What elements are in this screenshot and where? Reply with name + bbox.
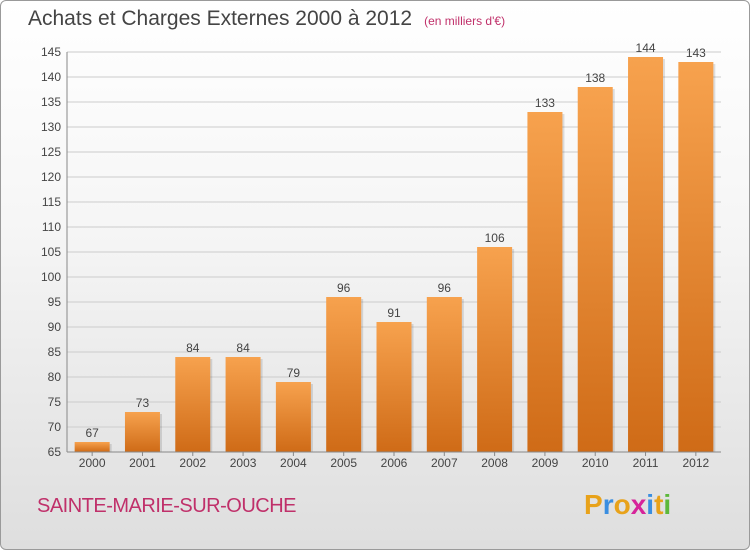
bar — [527, 112, 563, 452]
y-tick-label: 120 — [41, 170, 61, 184]
x-tick-label: 2011 — [633, 456, 659, 470]
bar-value-label: 79 — [287, 366, 301, 380]
bar-value-label: 96 — [337, 281, 351, 295]
logo-letter: o — [613, 489, 631, 520]
bar-value-label: 138 — [585, 71, 605, 85]
y-tick-label: 65 — [48, 445, 62, 459]
x-tick-label: 2012 — [682, 456, 709, 470]
y-tick-label: 140 — [41, 70, 61, 84]
bar — [477, 247, 513, 452]
bar — [124, 412, 160, 452]
bar — [275, 382, 311, 452]
bar — [426, 297, 462, 452]
logo-letter: P — [584, 489, 603, 520]
bar-value-label: 144 — [636, 41, 656, 55]
y-tick-label: 135 — [41, 95, 61, 109]
y-tick-label: 80 — [48, 370, 62, 384]
bar-value-label: 84 — [186, 341, 200, 355]
y-tick-label: 90 — [48, 320, 62, 334]
bar-value-label: 143 — [686, 46, 706, 60]
x-tick-label: 2001 — [129, 456, 156, 470]
y-tick-label: 85 — [48, 345, 62, 359]
y-tick-label: 75 — [48, 395, 62, 409]
x-tick-label: 2000 — [79, 456, 106, 470]
bar — [74, 442, 110, 452]
chart-subtitle: (en milliers d'€) — [424, 14, 506, 28]
bar-value-label: 84 — [236, 341, 250, 355]
x-tick-label: 2010 — [582, 456, 609, 470]
logo-letter: i — [663, 489, 672, 520]
bar — [628, 57, 664, 452]
y-tick-label: 100 — [41, 270, 61, 284]
y-tick-label: 105 — [41, 245, 61, 259]
y-tick-label: 145 — [41, 45, 61, 59]
bar-value-label: 106 — [485, 231, 505, 245]
bar-value-label: 96 — [438, 281, 452, 295]
bar — [577, 87, 613, 452]
x-tick-label: 2002 — [179, 456, 206, 470]
chart-title: Achats et Charges Externes 2000 à 2012 (e… — [28, 7, 505, 31]
y-tick-label: 95 — [48, 295, 62, 309]
bar — [376, 322, 412, 452]
axes: 65 70 75 80 85 90 95 100 105 110 115 120 125 130 135 14… — [41, 45, 721, 470]
bar-value-label: 67 — [85, 426, 99, 440]
x-tick-label: 2008 — [481, 456, 508, 470]
logo-letter: r — [602, 489, 614, 520]
bar — [175, 357, 211, 452]
proxiti-logo[interactable]: Proxiti — [584, 489, 671, 521]
bar-value-label: 73 — [136, 396, 150, 410]
chart-title-text: Achats et Charges Externes 2000 à 2012 — [28, 7, 413, 30]
x-tick-label: 2006 — [381, 456, 408, 470]
y-tick-label: 115 — [42, 195, 61, 209]
logo-letter: i — [646, 489, 655, 520]
x-tick-label: 2007 — [431, 456, 458, 470]
logo-letter: t — [654, 489, 664, 520]
y-tick-label: 110 — [42, 220, 61, 234]
logo-letter: x — [630, 489, 647, 520]
bar — [326, 297, 362, 452]
x-tick-label: 2004 — [280, 456, 307, 470]
bar — [678, 62, 714, 452]
y-tick-label: 130 — [41, 120, 61, 134]
y-tick-label: 70 — [48, 420, 62, 434]
bar-value-label: 133 — [535, 96, 555, 110]
y-tick-label: 125 — [41, 145, 61, 159]
bar-value-label: 91 — [387, 306, 401, 320]
x-tick-label: 2009 — [532, 456, 559, 470]
commune-name: SAINTE-MARIE-SUR-OUCHE — [37, 495, 297, 517]
x-tick-label: 2005 — [330, 456, 357, 470]
bars: 67 73 84 84 79 96 91 96 106 133 138 144 143 — [74, 41, 716, 452]
bar — [225, 357, 261, 452]
x-tick-label: 2003 — [230, 456, 257, 470]
